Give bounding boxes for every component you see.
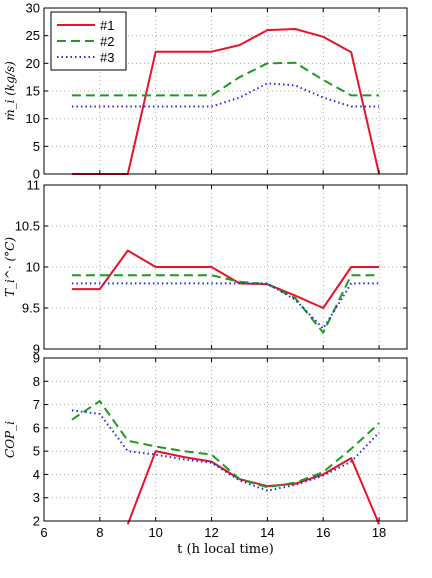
y-tick-label: 0 [33, 167, 40, 182]
y-tick-label: 7 [33, 397, 40, 412]
y-tick-label: 20 [26, 56, 40, 71]
x-tick-label: 12 [204, 525, 218, 540]
y-axis-label: T_i^· (°C) [3, 237, 17, 297]
series-line-n2 [71, 400, 380, 489]
y-tick-label: 10.5 [15, 219, 40, 234]
y-tick-label: 5 [33, 139, 40, 154]
series-line-n2 [71, 61, 380, 97]
series-line-n1 [71, 249, 380, 309]
y-tick-label: 6 [33, 420, 40, 435]
y-tick-label: 15 [26, 84, 40, 99]
legend-entry: #1 [100, 18, 114, 33]
x-tick-label: 14 [260, 525, 274, 540]
x-tick-label: 16 [316, 525, 330, 540]
legend-entry: #3 [100, 50, 114, 65]
y-tick-label: 9.5 [22, 301, 40, 316]
series-line-n3 [71, 82, 380, 108]
series-line-n1 [126, 450, 381, 525]
y-tick-label: 25 [26, 28, 40, 43]
x-tick-label: 8 [96, 525, 103, 540]
y-axis-label: ṁ_i (kg/s) [3, 61, 17, 121]
y-axis-label: COP_i [3, 421, 17, 458]
y-tick-label: 11 [27, 178, 41, 193]
y-tick-label: 5 [33, 444, 40, 459]
y-tick-label: 9 [33, 351, 40, 366]
series-line-n3 [71, 409, 380, 492]
y-tick-label: 8 [33, 374, 40, 389]
series-line-n2 [71, 274, 380, 334]
y-tick-label: 10 [26, 111, 40, 126]
x-tick-label: 10 [148, 525, 162, 540]
x-tick-label: 6 [40, 525, 47, 540]
x-axis-label: t (h local time) [177, 542, 274, 557]
y-tick-label: 2 [33, 514, 40, 529]
series-line-n3 [71, 282, 380, 330]
y-tick-label: 9 [33, 342, 40, 357]
plot-frame [43, 357, 408, 522]
y-tick-label: 3 [33, 490, 40, 505]
y-tick-label: 4 [33, 467, 40, 482]
legend-entry: #2 [100, 34, 114, 49]
y-tick-label: 10 [26, 260, 40, 275]
y-tick-label: 30 [26, 1, 40, 16]
x-tick-label: 18 [372, 525, 386, 540]
